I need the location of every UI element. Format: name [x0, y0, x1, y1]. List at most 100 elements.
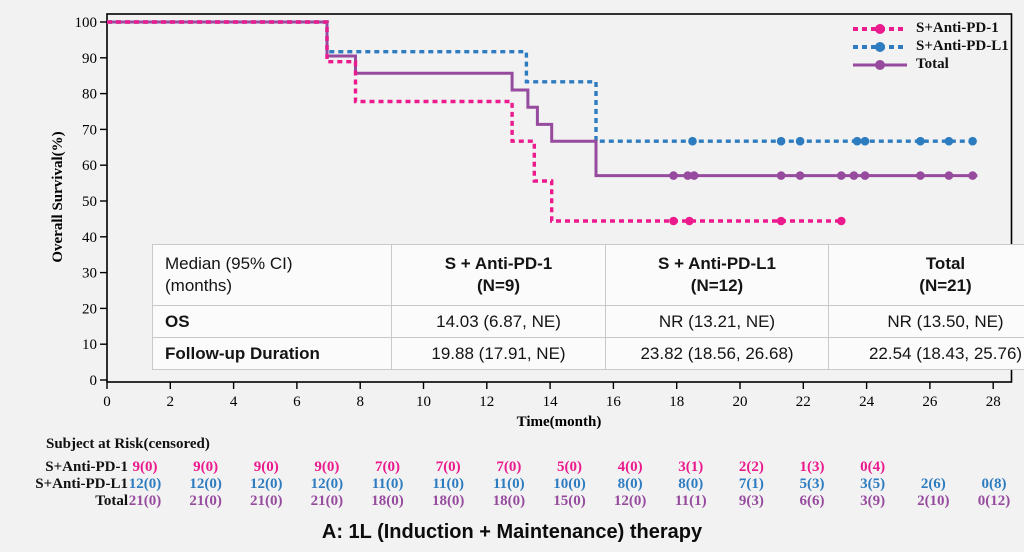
y-tick-label: 10 — [82, 337, 97, 353]
risk-row-pdl1: S+Anti-PD-L1 12(0) 12(0) 12(0) 12(0) 11(0) 11… — [0, 476, 1024, 493]
censor-mark-pd1 — [837, 216, 846, 226]
risk-count: 21(0) — [310, 493, 344, 509]
censor-mark-pd1 — [776, 216, 786, 226]
x-tick-label: 4 — [230, 394, 238, 410]
risk-count: 7(0) — [496, 459, 522, 475]
censor-mark-pdl1 — [852, 136, 862, 146]
median-stats-table: Median (95% CI) (months) S + Anti-PD-1 (… — [152, 244, 1024, 370]
x-tick-label: 8 — [356, 394, 364, 410]
stats-row-followup: Follow-up Duration 19.88 (17.91, NE) 23.… — [152, 337, 1024, 370]
risk-count: 6(6) — [799, 493, 825, 509]
y-tick-label: 0 — [90, 373, 98, 389]
x-tick-label: 26 — [922, 394, 938, 410]
survival-curves — [107, 20, 978, 226]
risk-count: 0(4) — [860, 459, 886, 475]
risk-count: 11(0) — [371, 476, 404, 492]
risk-table-title: Subject at Risk(censored) — [46, 436, 210, 452]
x-tick-label: 6 — [293, 394, 301, 410]
stats-os-pd1: 14.03 (6.87, NE) — [391, 305, 606, 338]
risk-count: 12(0) — [310, 476, 344, 492]
risk-count: 7(0) — [435, 459, 461, 475]
x-tick-label: 20 — [733, 394, 748, 410]
y-axis-title: Overall Survival(%) — [50, 131, 66, 262]
panel-caption: A: 1L (Induction + Maintenance) therapy — [321, 521, 703, 543]
stats-followup-pdl1: 23.82 (18.56, 26.68) — [605, 337, 829, 370]
censor-mark-total — [968, 171, 977, 180]
x-tick-label: 22 — [796, 394, 811, 410]
risk-count: 9(0) — [193, 459, 219, 475]
censor-mark-total — [837, 171, 846, 180]
risk-count: 9(0) — [314, 459, 340, 475]
risk-count: 21(0) — [189, 493, 222, 509]
risk-count: 12(0) — [189, 476, 222, 492]
legend-label-pdl1: S+Anti-PD-L1 — [916, 38, 1009, 54]
censor-mark-pd1 — [669, 216, 678, 226]
stats-col-header-total: Total (N=21) — [828, 244, 1024, 306]
y-tick-label: 60 — [82, 158, 97, 174]
plot-border — [106, 13, 1013, 383]
risk-count: 0(8) — [981, 476, 1007, 492]
censor-mark-total — [916, 171, 925, 180]
risk-count: 9(0) — [132, 459, 158, 475]
x-tick-label: 18 — [669, 394, 684, 410]
censor-mark-total — [689, 171, 699, 180]
risk-count: 8(0) — [617, 476, 643, 492]
y-tick-label: 30 — [82, 266, 97, 282]
risk-count: 12(0) — [613, 493, 647, 509]
risk-count: 8(0) — [678, 476, 704, 492]
risk-count: 21(0) — [250, 493, 283, 509]
legend-item-total: Total — [851, 56, 1009, 73]
stats-followup-total: 22.54 (18.43, 25.76) — [828, 337, 1024, 370]
legend-label-total: Total — [916, 56, 949, 72]
legend-item-pdl1: S+Anti-PD-L1 — [851, 38, 1009, 55]
censor-mark-total — [944, 171, 954, 180]
risk-count: 12(0) — [250, 476, 283, 492]
stats-corner-header: Median (95% CI) (months) — [152, 244, 392, 306]
y-tick-label: 50 — [82, 194, 97, 210]
x-axis-title: Time(month) — [517, 414, 602, 430]
censor-mark-pdl1 — [968, 136, 977, 146]
censor-mark-total — [860, 171, 870, 180]
legend-swatch-total-icon — [853, 59, 907, 70]
stats-col-header-pdl1: S + Anti-PD-L1 (N=12) — [605, 244, 829, 306]
risk-count: 2(6) — [920, 476, 946, 492]
censor-mark-pd1 — [685, 216, 694, 226]
censor-mark-total — [669, 171, 678, 180]
y-tick-label: 90 — [82, 51, 97, 67]
stats-os-pdl1: NR (13.21, NE) — [605, 305, 829, 338]
y-tick-label: 80 — [82, 87, 97, 103]
stats-row-os-label: OS — [152, 305, 392, 338]
x-tick-label: 12 — [479, 394, 494, 410]
stats-row-followup-label: Follow-up Duration — [152, 337, 392, 370]
censor-mark-pdl1 — [944, 136, 954, 146]
risk-count: 5(3) — [799, 476, 825, 492]
x-tick-label: 10 — [416, 394, 431, 410]
censor-mark-pdl1 — [860, 136, 870, 146]
risk-count: 4(0) — [617, 459, 643, 475]
risk-count: 10(0) — [553, 476, 586, 492]
risk-count: 1(3) — [799, 459, 825, 475]
y-tick-label: 40 — [82, 230, 97, 246]
risk-row-total: Total 21(0) 21(0) 21(0) 21(0) 18(0) 18(0) 18(0… — [0, 493, 1024, 510]
stats-row-os: OS 14.03 (6.87, NE) NR (13.21, NE) NR (1… — [152, 305, 1024, 338]
risk-count: 5(0) — [556, 459, 582, 475]
x-tick-label: 0 — [103, 394, 111, 410]
risk-count: 2(10) — [917, 493, 950, 509]
x-tick-label: 14 — [543, 394, 559, 410]
censor-mark-pdl1 — [776, 136, 786, 146]
risk-count: 18(0) — [371, 493, 404, 509]
x-tick-label: 16 — [606, 394, 622, 410]
x-tick-label: 28 — [986, 394, 1001, 410]
censor-mark-total — [683, 171, 693, 180]
legend-swatch-pdl1-icon — [853, 41, 907, 52]
risk-count: 3(9) — [860, 493, 886, 509]
curve-total — [107, 20, 978, 178]
stats-col-header-pd1: S + Anti-PD-1 (N=9) — [391, 244, 606, 306]
y-tick-label: 20 — [82, 301, 97, 317]
risk-count: 15(0) — [553, 493, 586, 509]
x-tick-label: 24 — [859, 394, 875, 410]
risk-row-pd1: S+Anti-PD-1 9(0) 9(0) 9(0) 9(0) 7(0) 7(0) 7(0)… — [0, 459, 1024, 476]
x-axis-ticks: 0 2 4 6 8 10 12 14 16 18 20 22 24 26 28 — [103, 382, 1001, 410]
censor-mark-pdl1 — [795, 136, 805, 146]
